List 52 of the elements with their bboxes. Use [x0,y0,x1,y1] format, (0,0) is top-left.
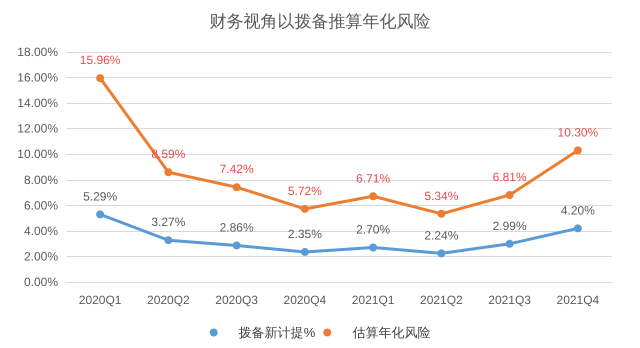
data-label: 4.20% [560,203,596,218]
x-tick-label: 2020Q2 [147,293,190,307]
point [369,192,378,200]
data-label: 2.99% [492,218,527,233]
data-label: 2.70% [356,222,390,236]
x-tick-label: 2020Q4 [284,293,327,307]
point [574,224,582,232]
data-label: 5.34% [424,188,459,203]
y-tick-label: 2.00% [24,249,58,264]
point [437,249,446,258]
point [164,236,172,244]
data-label: 5.29% [83,189,118,204]
point [96,210,104,218]
y-tick-label: 4.00% [24,224,58,238]
x-tick-label: 2021Q2 [420,293,464,307]
x-tick-label: 2021Q3 [488,293,532,307]
data-label: 2.86% [220,220,254,234]
y-tick-label: 0.00% [24,275,58,289]
x-tick-label: 2021Q1 [352,293,395,307]
point [232,241,241,250]
legend-label: 拨备新计提% [238,325,316,340]
data-label: 6.81% [492,170,527,184]
data-label: 7.42% [220,162,254,176]
point [506,190,514,199]
point [232,183,241,192]
data-label: 2.24% [424,228,459,242]
y-tick-label: 14.00% [17,96,58,110]
data-label: 6.71% [356,171,390,186]
data-label: 15.96% [80,53,121,68]
point [96,74,104,82]
y-tick-label: 8.00% [24,172,58,187]
x-tick-label: 2021Q4 [556,293,600,307]
x-tick-label: 2020Q1 [78,293,122,307]
data-label: 3.27% [151,215,186,230]
point [574,146,582,154]
y-tick-label: 10.00% [17,147,58,162]
chart-title: 财务视角以拨备推算年化风险 [210,12,430,31]
point [506,240,514,248]
point [164,168,172,176]
point [300,248,309,256]
y-tick-label: 12.00% [17,122,58,136]
legend-label: 估算年化风险 [351,325,430,340]
point [437,210,446,218]
data-label: 10.30% [558,125,599,140]
y-tick-label: 16.00% [17,70,58,85]
point [369,244,378,252]
data-label: 5.72% [288,184,322,198]
x-tick-label: 2020Q3 [215,293,258,307]
point [300,204,309,213]
y-tick-label: 18.00% [17,45,58,59]
y-tick-label: 6.00% [24,198,58,212]
data-label: 2.35% [288,226,322,241]
